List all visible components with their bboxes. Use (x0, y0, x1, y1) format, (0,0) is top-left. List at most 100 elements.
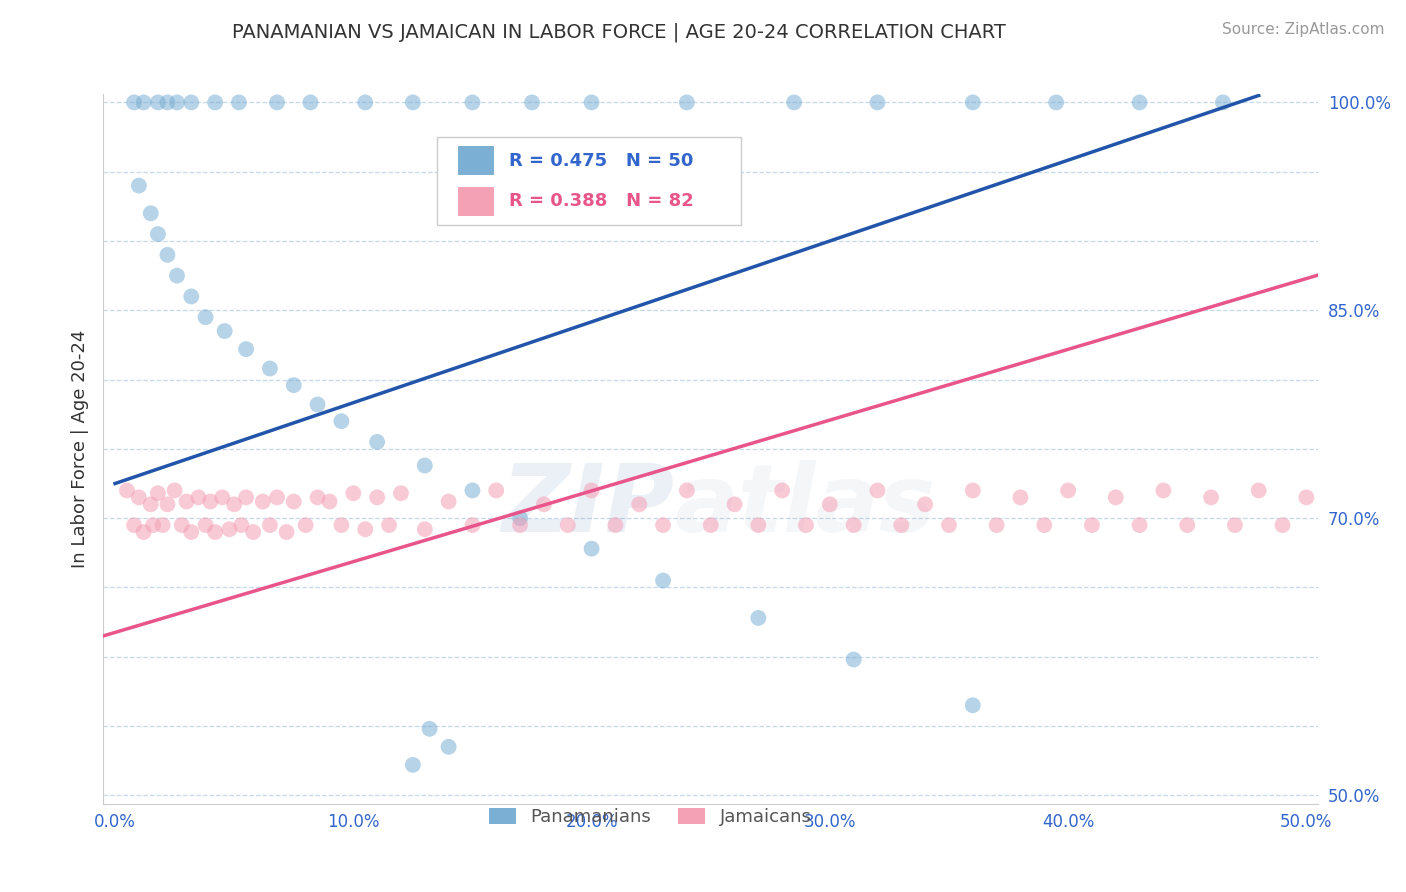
Panamanians (146, 95, 169, 110)
Jamaicans (962, 483, 984, 498)
Panamanians (146, 227, 169, 241)
Panamanians (299, 95, 322, 110)
Jamaicans (1319, 456, 1341, 470)
Jamaicans (163, 483, 186, 498)
Jamaicans (652, 518, 675, 533)
Jamaicans (1271, 518, 1294, 533)
Jamaicans (318, 494, 340, 508)
Bar (458, 187, 495, 216)
Panamanians (419, 722, 441, 736)
Jamaicans (1105, 491, 1128, 505)
Jamaicans (938, 518, 960, 533)
Panamanians (1212, 95, 1234, 110)
Jamaicans (276, 524, 298, 539)
Panamanians (156, 95, 179, 110)
Jamaicans (747, 518, 769, 533)
Jamaicans (1010, 491, 1032, 505)
Jamaicans (770, 483, 793, 498)
Panamanians (266, 95, 288, 110)
Jamaicans (628, 497, 651, 511)
Panamanians (214, 324, 236, 338)
Jamaicans (1343, 428, 1365, 442)
Panamanians (128, 178, 150, 193)
Jamaicans (224, 497, 246, 511)
Jamaicans (152, 518, 174, 533)
Panamanians (652, 574, 675, 588)
Jamaicans (204, 524, 226, 539)
Panamanians (581, 541, 603, 556)
Panamanians (139, 206, 162, 220)
Panamanians (166, 268, 188, 283)
Panamanians (366, 434, 388, 449)
Panamanians (842, 652, 865, 666)
Jamaicans (330, 518, 353, 533)
Jamaicans (354, 522, 377, 536)
Jamaicans (122, 518, 145, 533)
Jamaicans (128, 491, 150, 505)
Jamaicans (115, 483, 138, 498)
Jamaicans (146, 486, 169, 500)
Panamanians (166, 95, 188, 110)
Panamanians (461, 483, 484, 498)
Panamanians (676, 95, 699, 110)
Panamanians (283, 378, 305, 392)
Jamaicans (1057, 483, 1080, 498)
Jamaicans (676, 483, 699, 498)
Jamaicans (142, 518, 165, 533)
Jamaicans (699, 518, 721, 533)
Jamaicans (307, 491, 329, 505)
Jamaicans (156, 497, 179, 511)
Jamaicans (605, 518, 627, 533)
Jamaicans (1199, 491, 1222, 505)
Jamaicans (235, 491, 257, 505)
Jamaicans (1247, 483, 1270, 498)
Panamanians (402, 95, 425, 110)
Jamaicans (389, 486, 412, 500)
Jamaicans (342, 486, 364, 500)
Jamaicans (252, 494, 274, 508)
Panamanians (1129, 95, 1152, 110)
Text: PANAMANIAN VS JAMAICAN IN LABOR FORCE | AGE 20-24 CORRELATION CHART: PANAMANIAN VS JAMAICAN IN LABOR FORCE | … (232, 22, 1005, 42)
Legend: Panamanians, Jamaicans: Panamanians, Jamaicans (481, 801, 818, 834)
Panamanians (307, 398, 329, 412)
Panamanians (461, 95, 484, 110)
Panamanians (866, 95, 889, 110)
Jamaicans (485, 483, 508, 498)
Jamaicans (461, 518, 484, 533)
Jamaicans (723, 497, 745, 511)
Panamanians (330, 414, 353, 428)
Panamanians (520, 95, 543, 110)
Jamaicans (1367, 407, 1389, 421)
Jamaicans (211, 491, 233, 505)
Jamaicans (794, 518, 817, 533)
Jamaicans (1129, 518, 1152, 533)
Jamaicans (1175, 518, 1198, 533)
Jamaicans (413, 522, 436, 536)
Panamanians (235, 342, 257, 356)
Panamanians (228, 95, 250, 110)
Jamaicans (180, 524, 202, 539)
Panamanians (437, 739, 460, 754)
Jamaicans (132, 524, 155, 539)
Text: atlas: atlas (675, 459, 935, 551)
Panamanians (962, 95, 984, 110)
Text: Source: ZipAtlas.com: Source: ZipAtlas.com (1222, 22, 1385, 37)
Jamaicans (176, 494, 198, 508)
Jamaicans (170, 518, 193, 533)
Panamanians (581, 95, 603, 110)
Panamanians (180, 95, 202, 110)
Jamaicans (581, 483, 603, 498)
Panamanians (783, 95, 806, 110)
Jamaicans (378, 518, 401, 533)
Jamaicans (1391, 386, 1406, 401)
Jamaicans (557, 518, 579, 533)
Jamaicans (266, 491, 288, 505)
Jamaicans (200, 494, 222, 508)
Jamaicans (218, 522, 240, 536)
Jamaicans (1223, 518, 1246, 533)
Jamaicans (1152, 483, 1174, 498)
Panamanians (259, 361, 281, 376)
Jamaicans (818, 497, 841, 511)
Panamanians (180, 289, 202, 303)
Panamanians (194, 310, 217, 325)
